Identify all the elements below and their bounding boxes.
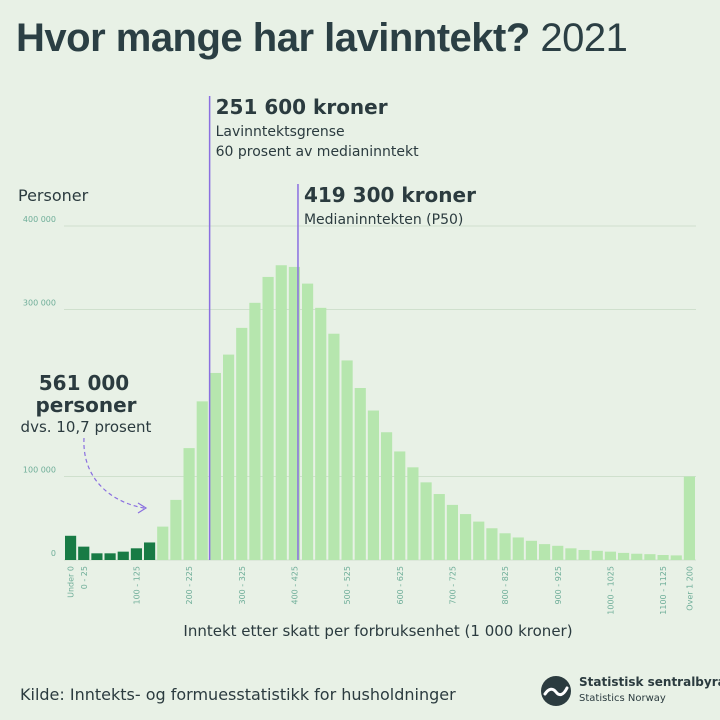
x-tick-label: 800 - 825 <box>501 566 510 605</box>
histogram-bar <box>618 552 630 560</box>
logo-name-english: Statistics Norway <box>579 693 666 704</box>
histogram-bar <box>104 553 116 560</box>
histogram-bar <box>275 265 287 560</box>
histogram-bar <box>341 360 353 560</box>
ssb-logo-icon <box>541 676 571 706</box>
histogram-bar <box>78 546 90 560</box>
x-tick-label: 500 - 525 <box>343 566 352 605</box>
histogram-bar <box>183 448 195 560</box>
y-tick-label: 100 000 <box>23 466 56 475</box>
annotation-arrow <box>83 437 145 509</box>
low-income-line-label: Lavinntektsgrense <box>216 124 345 140</box>
x-tick-label: 900 - 925 <box>554 566 563 605</box>
histogram-bar <box>381 432 393 560</box>
y-tick-label: 0 <box>51 549 56 558</box>
histogram-bar <box>604 551 616 560</box>
histogram-bar <box>657 554 669 560</box>
histogram-bar <box>91 553 103 560</box>
histogram-bar <box>644 554 656 560</box>
x-tick-label: Over 1 200 <box>685 566 694 611</box>
histogram-bar <box>144 542 156 560</box>
histogram-bar <box>473 521 485 560</box>
low-income-share: dvs. 10,7 prosent <box>21 418 152 436</box>
histogram-bar <box>236 327 248 560</box>
annotation-arrowhead <box>137 502 148 514</box>
x-tick-label: 0 - 25 <box>80 566 89 589</box>
histogram-bar <box>670 555 682 560</box>
histogram-bar <box>170 499 182 560</box>
y-tick-label: 300 000 <box>23 299 56 308</box>
histogram-bar <box>130 548 142 560</box>
x-tick-label: 400 - 425 <box>290 566 299 605</box>
y-axis-label: Personer <box>18 186 89 205</box>
x-tick-label: Under 0 <box>67 566 76 598</box>
low-income-line-sublabel: 60 prosent av medianinntekt <box>216 144 420 160</box>
histogram-bar <box>539 544 551 560</box>
histogram-bar <box>420 482 432 560</box>
histogram-bar <box>209 372 221 560</box>
x-tick-label: 100 - 125 <box>132 566 141 605</box>
low-income-count-unit: personer <box>35 393 136 417</box>
chart-title: Hvor mange har lavinntekt? 2021 <box>16 16 628 61</box>
histogram-bar <box>552 545 564 560</box>
histogram-bar <box>223 354 235 560</box>
median-line-value: 419 300 kroner <box>304 183 476 207</box>
histogram-bar <box>367 410 379 560</box>
histogram-bar <box>65 535 77 560</box>
histogram-bar <box>117 551 129 560</box>
source-text: Kilde: Inntekts- og formuesstatistikk fo… <box>20 685 456 704</box>
x-tick-label: 600 - 625 <box>396 566 405 605</box>
title-year: 2021 <box>540 16 628 60</box>
histogram-bar <box>262 276 274 560</box>
histogram-bar <box>249 302 261 560</box>
low-income-count: 561 000 <box>39 371 129 395</box>
histogram-bar <box>683 476 695 560</box>
x-axis-label: Inntekt etter skatt per forbruksenhet (1… <box>183 622 572 640</box>
histogram-bar <box>446 504 458 560</box>
logo-name: Statistisk sentralbyrå <box>579 675 720 689</box>
histogram-bar <box>525 540 537 560</box>
histogram-bar <box>460 514 472 560</box>
histogram-bar <box>354 387 366 560</box>
histogram-bar <box>578 549 590 560</box>
title-main: Hvor mange har lavinntekt? <box>16 16 530 60</box>
histogram-bar <box>499 533 511 560</box>
histogram-bar <box>486 528 498 560</box>
histogram-bar <box>512 537 524 560</box>
histogram-bar <box>328 333 340 560</box>
histogram-bar <box>565 548 577 560</box>
histogram-bar <box>433 494 445 560</box>
histogram-bar <box>407 467 419 560</box>
x-tick-label: 700 - 725 <box>448 566 457 605</box>
histogram-bar <box>315 307 327 560</box>
x-tick-label: 1100 - 1125 <box>659 566 668 615</box>
histogram-bar <box>288 266 300 560</box>
x-tick-label: 200 - 225 <box>185 566 194 605</box>
y-tick-label: 400 000 <box>23 215 56 224</box>
low-income-line-value: 251 600 kroner <box>216 95 388 119</box>
median-line-label: Medianinntekten (P50) <box>304 212 463 228</box>
histogram-bar <box>302 283 314 560</box>
histogram-bar <box>157 526 169 560</box>
histogram-bar <box>591 550 603 560</box>
histogram-bar <box>631 553 643 560</box>
x-tick-label: 300 - 325 <box>238 566 247 605</box>
ssb-logo[interactable]: Statistisk sentralbyrå Statistics Norway <box>540 673 720 709</box>
histogram-bar <box>196 401 208 560</box>
histogram-chart: 0 100 000 300 000 400 000 Personer Under 0 0 … <box>18 95 696 640</box>
histogram-bar <box>394 451 406 560</box>
x-tick-label: 1000 - 1025 <box>606 566 615 615</box>
